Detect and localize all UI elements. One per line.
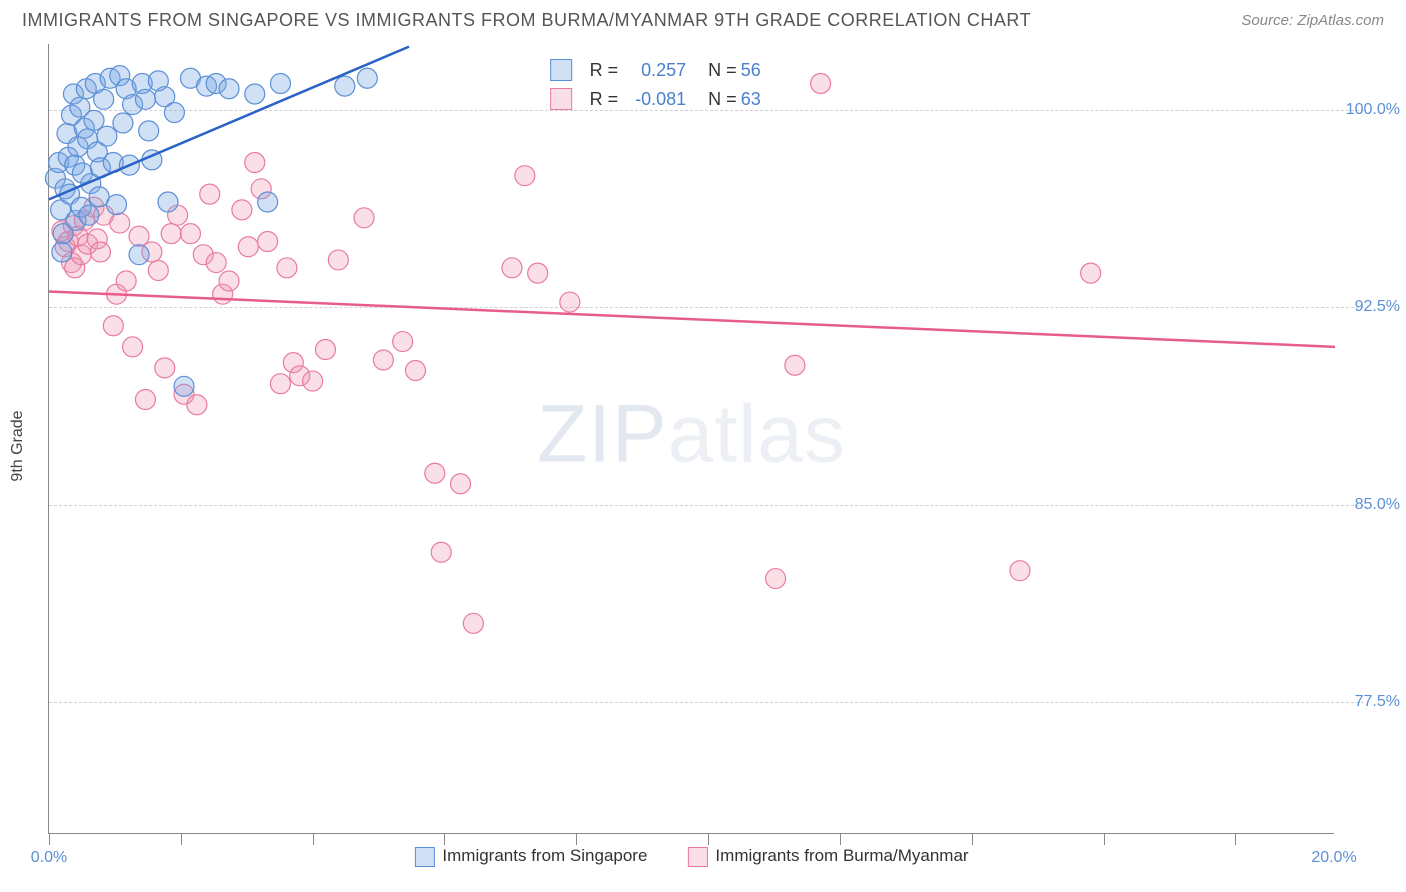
- data-point: [328, 250, 348, 270]
- data-point: [463, 613, 483, 633]
- x-tick: [444, 833, 445, 845]
- x-axis-max-label: 20.0%: [1311, 849, 1356, 867]
- data-point: [135, 89, 155, 109]
- chart-title: IMMIGRANTS FROM SINGAPORE VS IMMIGRANTS …: [22, 10, 1031, 31]
- legend-label: Immigrants from Burma/Myanmar: [715, 846, 968, 865]
- x-tick: [840, 833, 841, 845]
- data-point: [811, 74, 831, 94]
- data-point: [406, 361, 426, 381]
- data-point: [135, 390, 155, 410]
- data-point: [110, 213, 130, 233]
- data-point: [238, 237, 258, 257]
- plot-area: ZIPatlas 77.5%85.0%92.5%100.0% R =0.257N…: [48, 44, 1334, 834]
- data-point: [139, 121, 159, 141]
- data-point: [270, 74, 290, 94]
- data-point: [52, 242, 72, 262]
- data-point: [393, 332, 413, 352]
- data-point: [155, 358, 175, 378]
- data-point: [335, 76, 355, 96]
- stats-legend: R =0.257N =56R =-0.081N =63: [540, 52, 793, 118]
- stats-legend-row: R =-0.081N =63: [550, 85, 779, 114]
- data-point: [200, 184, 220, 204]
- series-legend: Immigrants from Singapore Immigrants from…: [414, 846, 968, 867]
- x-tick: [972, 833, 973, 845]
- data-point: [270, 374, 290, 394]
- legend-label: Immigrants from Singapore: [442, 846, 647, 865]
- data-point: [113, 113, 133, 133]
- data-point: [116, 271, 136, 291]
- data-point: [206, 253, 226, 273]
- data-point: [357, 68, 377, 88]
- data-point: [303, 371, 323, 391]
- data-point: [245, 153, 265, 173]
- data-point: [502, 258, 522, 278]
- data-point: [431, 542, 451, 562]
- data-point: [245, 84, 265, 104]
- data-point: [219, 271, 239, 291]
- legend-item: Immigrants from Singapore: [414, 846, 647, 867]
- legend-swatch: [414, 847, 434, 867]
- data-point: [528, 263, 548, 283]
- data-point: [174, 376, 194, 396]
- data-point: [148, 260, 168, 280]
- data-point: [129, 245, 149, 265]
- legend-swatch: [687, 847, 707, 867]
- data-point: [515, 166, 535, 186]
- x-tick: [181, 833, 182, 845]
- data-point: [315, 339, 335, 359]
- trend-line: [49, 292, 1335, 347]
- data-point: [97, 126, 117, 146]
- legend-swatch: [550, 88, 572, 110]
- data-point: [79, 205, 99, 225]
- data-point: [219, 79, 239, 99]
- data-point: [107, 195, 127, 215]
- legend-item: Immigrants from Burma/Myanmar: [687, 846, 968, 867]
- stats-legend-row: R =0.257N =56: [550, 56, 779, 85]
- data-point: [180, 224, 200, 244]
- data-point: [164, 102, 184, 122]
- data-point: [1081, 263, 1101, 283]
- data-point: [277, 258, 297, 278]
- data-point: [354, 208, 374, 228]
- data-point: [258, 192, 278, 212]
- data-point: [123, 337, 143, 357]
- x-tick: [708, 833, 709, 845]
- data-point: [187, 395, 207, 415]
- legend-swatch: [550, 59, 572, 81]
- y-tick-label: 77.5%: [1355, 693, 1400, 711]
- x-tick: [49, 833, 50, 845]
- data-point: [766, 569, 786, 589]
- x-tick: [313, 833, 314, 845]
- data-point: [103, 316, 123, 336]
- x-tick: [576, 833, 577, 845]
- data-point: [258, 232, 278, 252]
- data-point: [161, 224, 181, 244]
- x-tick: [1235, 833, 1236, 845]
- data-point: [158, 192, 178, 212]
- data-point: [232, 200, 252, 220]
- data-point: [90, 242, 110, 262]
- y-axis-label: 9th Grade: [9, 410, 27, 481]
- y-tick-label: 100.0%: [1346, 101, 1400, 119]
- y-tick-label: 92.5%: [1355, 298, 1400, 316]
- data-point: [560, 292, 580, 312]
- data-point: [785, 355, 805, 375]
- data-point: [451, 474, 471, 494]
- data-point: [425, 463, 445, 483]
- data-point: [373, 350, 393, 370]
- x-axis-min-label: 0.0%: [31, 849, 67, 867]
- data-point: [94, 89, 114, 109]
- x-tick: [1104, 833, 1105, 845]
- data-point: [1010, 561, 1030, 581]
- chart-canvas: [49, 44, 1334, 833]
- source-attribution: Source: ZipAtlas.com: [1241, 12, 1384, 29]
- y-tick-label: 85.0%: [1355, 496, 1400, 514]
